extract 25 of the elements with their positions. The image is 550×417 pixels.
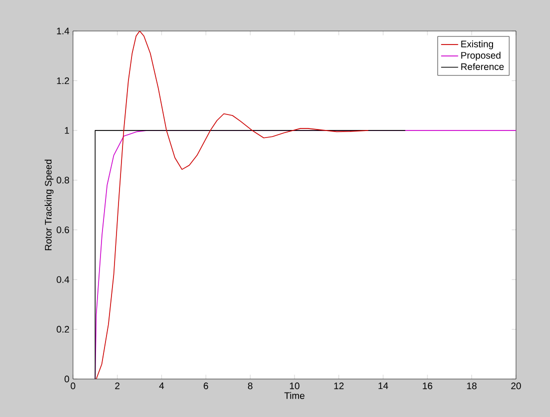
y-tick-label: 0.2 [56, 326, 70, 333]
x-tick-label: 6 [204, 382, 208, 390]
x-tick-label: 0 [70, 382, 76, 390]
y-axis-title: Rotor Tracking Speed [44, 160, 54, 250]
y-tick-label: 0.4 [56, 276, 70, 283]
y-tick-label: 0.8 [56, 176, 70, 184]
line-series [96, 30, 369, 379]
x-tick-label: 2 [115, 382, 120, 390]
y-tick-label: 0.6 [56, 226, 70, 234]
x-tick-label: 8 [248, 382, 252, 390]
x-tick-label: 4 [159, 382, 164, 390]
legend-label: Proposed [461, 52, 500, 61]
y-tick-label: 0 [64, 376, 70, 382]
x-tick-label: 10 [290, 382, 300, 390]
legend-label: Existing [461, 40, 494, 50]
x-tick-label: 16 [422, 382, 432, 390]
y-tick-label: 1.2 [57, 77, 70, 84]
legend-label: Reference [461, 63, 504, 70]
x-tick-label: 20 [511, 382, 521, 390]
x-tick-label: 18 [467, 382, 477, 390]
x-tick-label: 12 [334, 382, 344, 390]
y-tick-label: 1 [64, 127, 70, 134]
y-tick-label: 1.4 [57, 28, 70, 34]
x-axis-title: Time [284, 392, 304, 400]
x-tick-label: 14 [378, 382, 388, 390]
